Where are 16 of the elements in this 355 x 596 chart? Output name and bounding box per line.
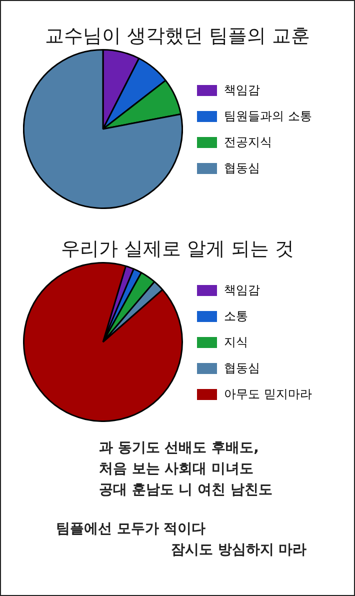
legend-label: 협동심 [224, 160, 260, 176]
legend-label: 전공지식 [224, 134, 272, 150]
legend-label: 소통 [224, 308, 248, 324]
legend-label: 아무도 믿지마라 [224, 386, 312, 402]
legend-label: 팀원들과의 소통 [224, 108, 312, 124]
text: 공대 훈남도 니 여친 남친도 [98, 481, 274, 500]
chart-title: 교수님이 생각했던 팀플의 교훈 [44, 24, 312, 49]
text: 과 동기도 선배도 후배도, [98, 439, 260, 458]
legend-label: 협동심 [224, 360, 260, 376]
text: 잠시도 방심하지 마라 [170, 541, 308, 560]
legend-label: 책임감 [224, 282, 260, 298]
legend-label: 지식 [224, 334, 248, 350]
chart-title: 우리가 실제로 알게 되는 것 [60, 237, 296, 262]
text: 처음 보는 사회대 미녀도 [98, 460, 255, 479]
text: 팀플에선 모두가 적이다 [55, 520, 207, 539]
legend-label: 책임감 [224, 82, 260, 98]
